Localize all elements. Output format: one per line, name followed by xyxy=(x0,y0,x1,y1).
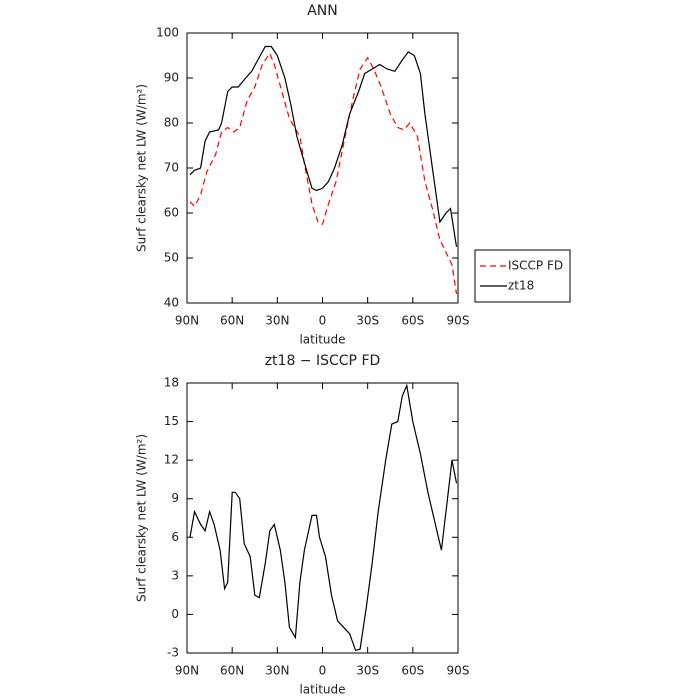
y-tick-label: 100 xyxy=(156,26,179,40)
x-tick-label: 90N xyxy=(175,664,199,678)
chart-title: ANN xyxy=(307,3,338,19)
x-tick-label: 90N xyxy=(175,314,199,328)
y-tick-label: 6 xyxy=(171,530,179,544)
y-tick-label: 80 xyxy=(164,116,179,130)
y-tick-label: 90 xyxy=(164,71,179,85)
x-tick-label: 30S xyxy=(356,314,379,328)
x-tick-label: 30S xyxy=(356,664,379,678)
x-axis-label: latitude xyxy=(299,333,345,347)
x-tick-label: 30N xyxy=(265,314,289,328)
plot-frame xyxy=(186,32,459,304)
x-tick-label: 0 xyxy=(319,664,327,678)
x-axis-label: latitude xyxy=(299,683,345,697)
y-tick-label: 70 xyxy=(164,161,179,175)
x-tick-label: 60N xyxy=(220,664,244,678)
x-tick-label: 90S xyxy=(447,664,470,678)
y-tick-label: 0 xyxy=(171,607,179,621)
legend-box xyxy=(474,249,571,303)
chart-title: zt18 − ISCCP FD xyxy=(265,353,381,369)
data-line xyxy=(189,383,458,652)
x-tick-label: 90S xyxy=(447,314,470,328)
x-tick-label: 60N xyxy=(220,314,244,328)
y-tick-label: 15 xyxy=(164,414,179,428)
y-axis-label: Surf clearsky net LW (W/m²) xyxy=(135,84,149,252)
y-tick-label: 18 xyxy=(164,376,179,390)
data-line xyxy=(189,45,458,247)
legend-label: ISCCP FD xyxy=(508,259,563,273)
y-axis-label: Surf clearsky net LW (W/m²) xyxy=(135,434,149,602)
x-tick-label: 30N xyxy=(265,664,289,678)
y-tick-label: 50 xyxy=(164,251,179,265)
legend-label: zt18 xyxy=(508,279,534,293)
y-tick-label: -3 xyxy=(167,646,179,660)
y-tick-label: 40 xyxy=(164,296,179,310)
y-tick-label: 9 xyxy=(171,491,179,505)
y-tick-label: 3 xyxy=(171,568,179,582)
x-tick-label: 0 xyxy=(319,314,327,328)
data-line xyxy=(189,52,458,295)
y-tick-label: 60 xyxy=(164,206,179,220)
x-tick-label: 60S xyxy=(401,314,424,328)
y-tick-label: 12 xyxy=(164,453,179,467)
x-tick-label: 60S xyxy=(401,664,424,678)
plot-frame xyxy=(186,382,459,654)
